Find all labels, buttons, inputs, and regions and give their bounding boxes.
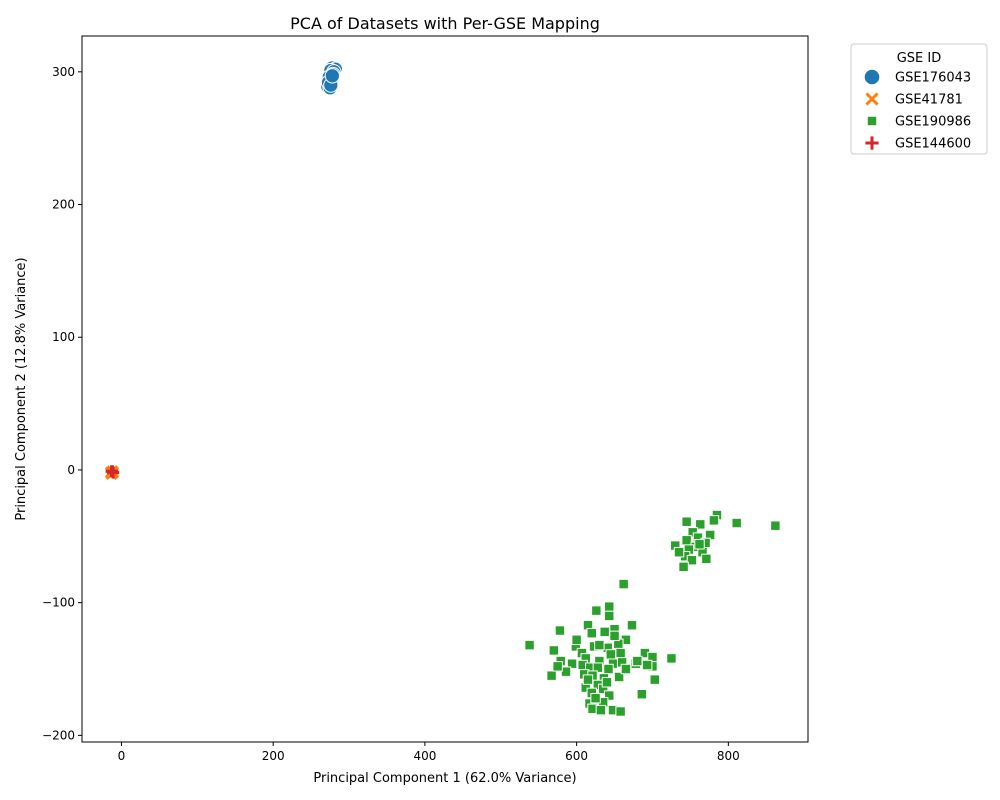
data-point xyxy=(566,658,578,669)
y-tick-label: 0 xyxy=(67,463,75,477)
data-point xyxy=(708,515,720,526)
data-point xyxy=(582,674,594,685)
legend-label: GSE176043 xyxy=(895,71,971,86)
data-point xyxy=(694,539,705,550)
data-point xyxy=(681,535,692,546)
legend-item: GSE144600 xyxy=(865,136,971,152)
legend-item: GSE190986 xyxy=(866,115,971,130)
y-tick-label: −200 xyxy=(42,728,75,742)
data-point xyxy=(695,519,706,530)
data-point xyxy=(701,553,712,565)
data-point xyxy=(605,649,616,660)
data-point xyxy=(687,527,698,538)
legend-label: GSE41781 xyxy=(895,93,963,108)
data-point xyxy=(636,689,648,700)
data-point xyxy=(571,634,582,646)
data-point xyxy=(681,516,692,527)
x-tick-label: 200 xyxy=(262,749,285,763)
x-tick-label: 0 xyxy=(118,749,126,763)
data-point xyxy=(618,578,629,590)
data-point xyxy=(770,520,781,531)
series-GSE176043 xyxy=(320,60,344,96)
x-tick-label: 600 xyxy=(565,749,588,763)
legend-label: GSE144600 xyxy=(895,137,971,152)
data-point xyxy=(641,659,653,671)
legend-marker xyxy=(865,92,879,106)
x-axis-label: Principal Component 1 (62.0% Variance) xyxy=(313,771,576,786)
data-point xyxy=(673,547,685,558)
data-point xyxy=(554,625,566,636)
data-point xyxy=(324,68,340,84)
data-point xyxy=(613,671,625,683)
data-point xyxy=(604,601,615,612)
y-axis-label: Principal Component 2 (12.8% Variance) xyxy=(14,257,29,520)
y-tick-label: 100 xyxy=(52,330,75,344)
data-point xyxy=(731,517,742,529)
data-point xyxy=(615,647,626,659)
x-axis-ticks: 0 200 400 600 800 xyxy=(118,742,740,763)
legend: GSE ID GSE176043 GSE41781 GSE190986 GSE1446… xyxy=(850,43,988,155)
legend-item: GSE41781 xyxy=(865,92,963,108)
data-point xyxy=(604,610,615,622)
series-GSE190986 xyxy=(524,509,781,717)
data-point xyxy=(599,626,610,638)
legend-marker xyxy=(863,68,881,86)
chart-title: PCA of Datasets with Per-GSE Mapping xyxy=(290,14,600,33)
series-GSE144600 xyxy=(105,465,120,479)
data-point xyxy=(592,662,604,673)
data-point xyxy=(594,639,605,651)
data-point xyxy=(601,677,613,688)
legend-label: GSE190986 xyxy=(895,115,971,130)
x-tick-label: 800 xyxy=(717,749,740,763)
legend-item: GSE176043 xyxy=(863,68,971,86)
data-point xyxy=(105,465,118,478)
y-axis-ticks: −200 −100 0 100 200 300 xyxy=(42,65,82,742)
data-point xyxy=(552,661,563,672)
data-point xyxy=(590,692,601,704)
y-tick-label: 300 xyxy=(52,65,75,79)
x-tick-label: 400 xyxy=(413,749,436,763)
data-point xyxy=(546,670,557,681)
data-point xyxy=(604,690,615,701)
data-point xyxy=(595,704,607,716)
data-point xyxy=(686,554,698,566)
legend-title: GSE ID xyxy=(897,51,942,66)
data-point xyxy=(620,663,632,675)
data-point xyxy=(666,653,677,664)
legend-frame xyxy=(850,43,988,155)
data-point xyxy=(586,627,598,639)
legend-marker xyxy=(865,136,879,150)
data-point xyxy=(524,639,535,651)
data-point xyxy=(649,674,660,685)
data-point xyxy=(603,663,614,675)
y-tick-label: 200 xyxy=(52,198,75,212)
data-point xyxy=(548,645,560,656)
y-tick-label: −100 xyxy=(42,596,75,610)
data-point xyxy=(626,619,638,631)
legend-marker xyxy=(866,115,878,127)
data-point xyxy=(609,630,620,642)
data-point xyxy=(678,561,689,573)
data-point xyxy=(632,655,643,667)
data-points xyxy=(104,60,781,717)
data-point xyxy=(591,605,602,616)
data-point xyxy=(615,706,626,717)
plot-area-frame xyxy=(81,35,809,743)
data-point xyxy=(560,666,572,677)
